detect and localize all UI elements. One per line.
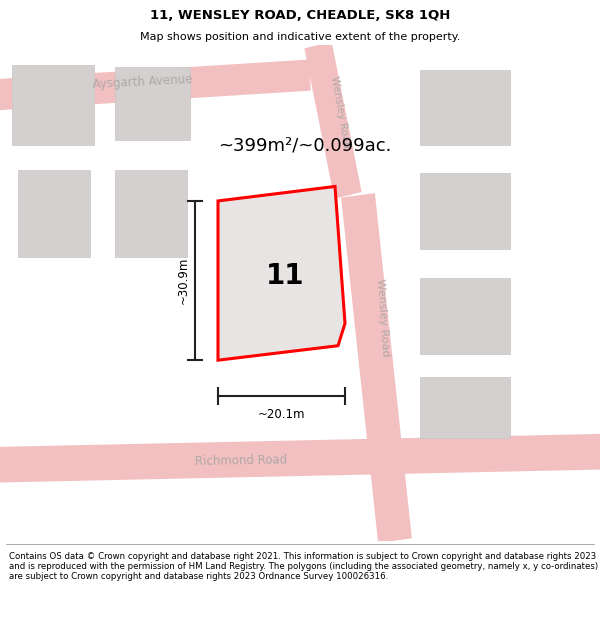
Polygon shape xyxy=(0,434,600,482)
Text: Wensley Road: Wensley Road xyxy=(329,75,351,149)
Text: ~30.9m: ~30.9m xyxy=(176,257,190,304)
Bar xyxy=(115,170,187,257)
Text: ~20.1m: ~20.1m xyxy=(258,408,305,421)
Text: Aysgarth Avenue: Aysgarth Avenue xyxy=(92,72,193,91)
Bar xyxy=(115,68,190,139)
Text: Map shows position and indicative extent of the property.: Map shows position and indicative extent… xyxy=(140,31,460,41)
Polygon shape xyxy=(341,193,412,543)
Polygon shape xyxy=(304,42,362,199)
Bar xyxy=(12,65,94,145)
Text: 11: 11 xyxy=(266,261,304,289)
Text: Wensley Road: Wensley Road xyxy=(375,279,391,358)
Text: ~399m²/~0.099ac.: ~399m²/~0.099ac. xyxy=(218,136,392,154)
Bar xyxy=(420,69,510,145)
Polygon shape xyxy=(218,186,345,360)
Text: Contains OS data © Crown copyright and database right 2021. This information is : Contains OS data © Crown copyright and d… xyxy=(9,552,598,581)
Bar xyxy=(18,170,90,257)
Polygon shape xyxy=(0,59,311,111)
Bar xyxy=(420,278,510,354)
Bar xyxy=(420,377,510,438)
Bar xyxy=(420,173,510,249)
Text: 11, WENSLEY ROAD, CHEADLE, SK8 1QH: 11, WENSLEY ROAD, CHEADLE, SK8 1QH xyxy=(150,9,450,22)
Text: Richmond Road: Richmond Road xyxy=(195,453,287,468)
